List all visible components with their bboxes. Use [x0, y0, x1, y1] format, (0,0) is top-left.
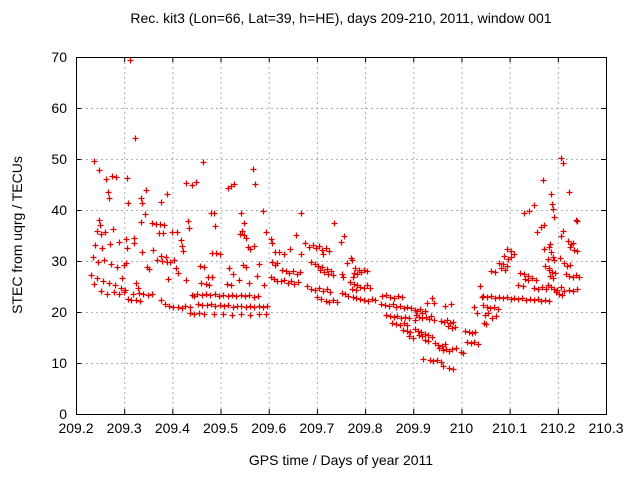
x-tick-label: 209.7 — [299, 420, 334, 436]
y-tick-label: 10 — [51, 355, 67, 371]
x-tick-label: 209.4 — [155, 420, 190, 436]
tick-marks — [76, 57, 607, 415]
x-tick-label: 209.5 — [203, 420, 238, 436]
y-tick-label: 20 — [51, 304, 67, 320]
x-tick-label: 210.1 — [492, 420, 527, 436]
y-tick-label: 70 — [51, 49, 67, 65]
scatter-points — [88, 57, 583, 373]
y-tick-label: 0 — [59, 406, 67, 422]
x-tick-label: 209.6 — [251, 420, 286, 436]
y-tick-label: 30 — [51, 253, 67, 269]
x-tick-label: 210.3 — [588, 420, 623, 436]
chart-title: Rec. kit3 (Lon=66, Lat=39, h=HE), days 2… — [130, 10, 552, 26]
grid-lines — [76, 57, 606, 414]
x-tick-label: 209.3 — [107, 420, 142, 436]
y-tick-label: 60 — [51, 100, 67, 116]
plot-border — [76, 57, 607, 415]
x-tick-label: 210.2 — [540, 420, 575, 436]
x-tick-label: 209.9 — [396, 420, 431, 436]
x-tick-label: 210 — [450, 420, 474, 436]
x-tick-label: 209.2 — [58, 420, 93, 436]
x-axis-label: GPS time / Days of year 2011 — [248, 452, 434, 468]
y-tick-label: 50 — [51, 151, 67, 167]
y-tick-label: 40 — [51, 202, 67, 218]
x-tick-label: 209.8 — [348, 420, 383, 436]
